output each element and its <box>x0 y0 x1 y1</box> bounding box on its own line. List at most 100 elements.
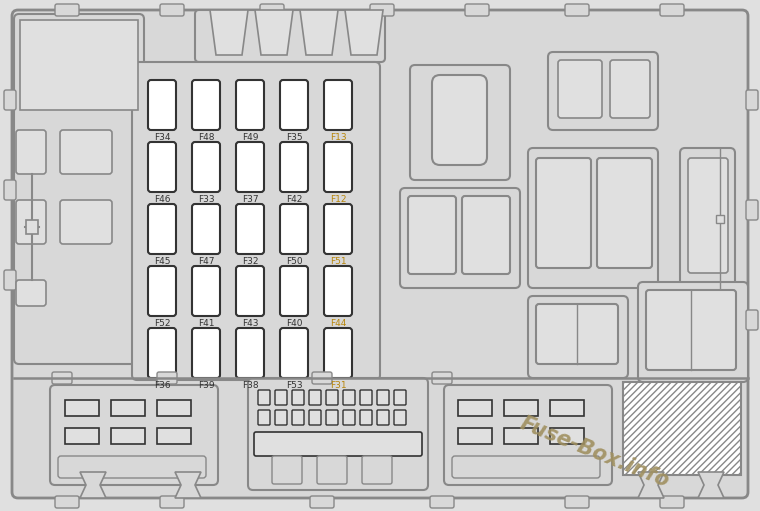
Text: F44: F44 <box>330 319 347 329</box>
FancyBboxPatch shape <box>680 148 735 288</box>
FancyBboxPatch shape <box>360 390 372 405</box>
Polygon shape <box>255 10 293 55</box>
Polygon shape <box>210 10 248 55</box>
FancyBboxPatch shape <box>236 80 264 130</box>
FancyBboxPatch shape <box>236 204 264 254</box>
Polygon shape <box>220 12 240 38</box>
FancyBboxPatch shape <box>324 204 352 254</box>
FancyBboxPatch shape <box>157 372 177 384</box>
FancyBboxPatch shape <box>309 410 321 425</box>
Bar <box>20 20 138 110</box>
Polygon shape <box>260 12 280 38</box>
Text: F42: F42 <box>286 196 302 204</box>
Polygon shape <box>348 12 368 38</box>
Text: F43: F43 <box>242 319 258 329</box>
FancyBboxPatch shape <box>192 328 220 378</box>
Bar <box>504 428 538 444</box>
Polygon shape <box>308 12 328 38</box>
Bar <box>504 400 538 416</box>
FancyBboxPatch shape <box>432 372 452 384</box>
Text: F39: F39 <box>198 382 214 390</box>
FancyBboxPatch shape <box>565 4 589 16</box>
FancyBboxPatch shape <box>312 372 332 384</box>
FancyBboxPatch shape <box>432 75 487 165</box>
FancyBboxPatch shape <box>444 385 612 485</box>
FancyBboxPatch shape <box>309 390 321 405</box>
Polygon shape <box>175 472 201 498</box>
FancyBboxPatch shape <box>688 158 728 273</box>
Text: F45: F45 <box>154 258 170 267</box>
FancyBboxPatch shape <box>236 142 264 192</box>
FancyBboxPatch shape <box>275 390 287 405</box>
FancyBboxPatch shape <box>254 432 422 456</box>
FancyBboxPatch shape <box>192 266 220 316</box>
Text: F46: F46 <box>154 196 170 204</box>
Bar <box>65 400 99 416</box>
FancyBboxPatch shape <box>370 4 394 16</box>
FancyBboxPatch shape <box>272 456 302 484</box>
Polygon shape <box>80 472 106 498</box>
Text: F38: F38 <box>242 382 258 390</box>
FancyBboxPatch shape <box>60 200 112 244</box>
FancyBboxPatch shape <box>292 390 304 405</box>
FancyBboxPatch shape <box>465 4 489 16</box>
FancyBboxPatch shape <box>565 496 589 508</box>
FancyBboxPatch shape <box>16 130 46 174</box>
Polygon shape <box>345 10 383 55</box>
FancyBboxPatch shape <box>192 142 220 192</box>
FancyBboxPatch shape <box>16 280 46 306</box>
Bar <box>550 428 584 444</box>
FancyBboxPatch shape <box>148 266 176 316</box>
FancyBboxPatch shape <box>55 4 79 16</box>
FancyBboxPatch shape <box>4 180 16 200</box>
FancyBboxPatch shape <box>55 496 79 508</box>
FancyBboxPatch shape <box>12 10 748 498</box>
FancyBboxPatch shape <box>394 390 406 405</box>
FancyBboxPatch shape <box>310 496 334 508</box>
FancyBboxPatch shape <box>60 130 112 174</box>
FancyBboxPatch shape <box>746 90 758 110</box>
FancyBboxPatch shape <box>558 60 602 118</box>
Text: F31: F31 <box>330 382 347 390</box>
FancyBboxPatch shape <box>58 456 206 478</box>
FancyBboxPatch shape <box>462 196 510 274</box>
Bar <box>716 215 724 223</box>
FancyBboxPatch shape <box>377 410 389 425</box>
FancyBboxPatch shape <box>148 204 176 254</box>
FancyBboxPatch shape <box>160 496 184 508</box>
FancyBboxPatch shape <box>343 390 355 405</box>
Text: F48: F48 <box>198 133 214 143</box>
FancyBboxPatch shape <box>192 80 220 130</box>
FancyBboxPatch shape <box>292 410 304 425</box>
Text: F49: F49 <box>242 133 258 143</box>
Text: F47: F47 <box>198 258 214 267</box>
FancyBboxPatch shape <box>160 4 184 16</box>
FancyBboxPatch shape <box>195 10 385 62</box>
FancyBboxPatch shape <box>148 80 176 130</box>
FancyBboxPatch shape <box>638 282 748 382</box>
FancyBboxPatch shape <box>236 266 264 316</box>
Bar <box>157 400 191 416</box>
FancyBboxPatch shape <box>236 328 264 378</box>
FancyBboxPatch shape <box>258 390 270 405</box>
Bar <box>157 428 191 444</box>
FancyBboxPatch shape <box>50 385 218 485</box>
FancyBboxPatch shape <box>260 4 284 16</box>
Text: Fuse-Box.info: Fuse-Box.info <box>518 413 673 491</box>
FancyBboxPatch shape <box>16 200 46 244</box>
FancyBboxPatch shape <box>148 328 176 378</box>
FancyBboxPatch shape <box>280 80 308 130</box>
FancyBboxPatch shape <box>52 372 72 384</box>
FancyBboxPatch shape <box>132 62 380 380</box>
Polygon shape <box>698 472 724 498</box>
Bar <box>458 400 492 416</box>
Bar <box>550 400 584 416</box>
Bar <box>623 382 741 475</box>
FancyBboxPatch shape <box>410 65 510 180</box>
FancyBboxPatch shape <box>660 4 684 16</box>
FancyBboxPatch shape <box>280 204 308 254</box>
FancyBboxPatch shape <box>148 142 176 192</box>
Text: F33: F33 <box>198 196 214 204</box>
FancyBboxPatch shape <box>408 196 456 274</box>
FancyBboxPatch shape <box>360 410 372 425</box>
